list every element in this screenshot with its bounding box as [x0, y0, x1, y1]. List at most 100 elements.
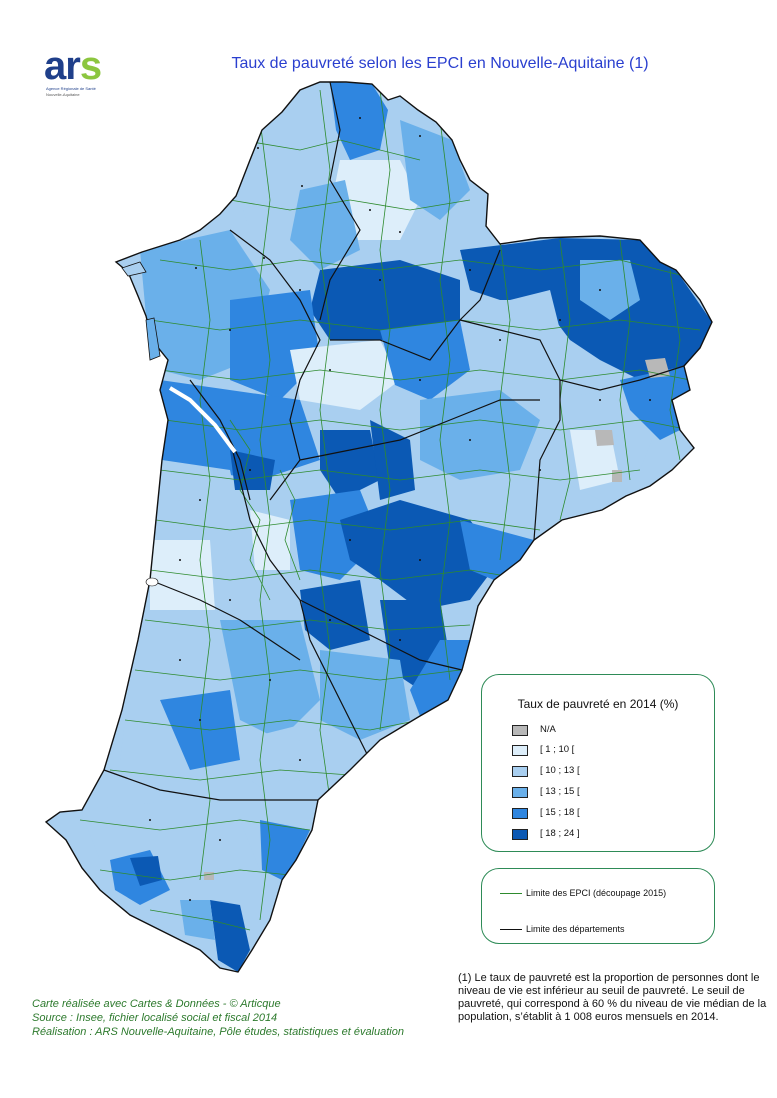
epci-centroid — [419, 379, 421, 381]
department-boundary — [299, 599, 463, 671]
department-boundary — [189, 379, 251, 501]
epci-centroid — [195, 267, 197, 269]
epci-centroid — [149, 819, 151, 821]
epci-centroid — [399, 231, 401, 233]
credits-author: Réalisation : ARS Nouvelle-Aquitaine, Pô… — [32, 1026, 404, 1038]
epci-boundary — [439, 119, 451, 681]
legend-label: [ 18 ; 24 ] — [540, 828, 580, 839]
epci-boundary — [619, 239, 631, 481]
epci-centroid — [649, 399, 651, 401]
epci-centroid — [199, 499, 201, 501]
map-title: Taux de pauvreté selon les EPCI en Nouve… — [231, 55, 649, 72]
legend-swatch — [512, 745, 528, 756]
logo-letters-ar: ar — [44, 44, 81, 88]
zone-dark-band-north — [310, 260, 460, 340]
epci-centroid — [559, 319, 561, 321]
epci-centroid — [599, 399, 601, 401]
department-boundary — [319, 82, 361, 321]
legend-swatch — [512, 787, 528, 798]
epci-boundary — [149, 569, 501, 581]
epci-centroid — [349, 539, 351, 541]
zone-northeast-dark — [460, 238, 712, 380]
zone-north-center — [290, 180, 360, 270]
zone-north-mid — [400, 120, 470, 220]
epci-centroid — [229, 329, 231, 331]
department-limit-label: Limite des départements — [526, 924, 625, 934]
legend-swatch — [512, 725, 528, 736]
logo-letter-s: s — [79, 44, 102, 88]
epci-centroid — [249, 469, 251, 471]
department-boundary — [299, 399, 540, 461]
epci-boundary — [164, 419, 691, 431]
zone-north-dark — [330, 82, 388, 160]
epci-boundary — [259, 119, 271, 921]
zone-central-dark-2 — [370, 420, 415, 500]
epci-boundary — [155, 519, 541, 531]
legend-panel: Taux de pauvreté en 2014 (%) N/A [ 1 ; 1… — [481, 674, 715, 852]
epci-boundaries — [79, 89, 701, 931]
zone-south-mid — [410, 640, 470, 716]
epci-boundary — [229, 199, 471, 211]
epci-boundary — [379, 89, 391, 731]
epci-boundary — [99, 869, 291, 881]
ars-logo: ars Agence Régionale de Santé Nouvelle-A… — [44, 44, 124, 100]
epci-centroid — [299, 289, 301, 291]
zone-pyrenees-dark — [210, 900, 250, 972]
epci-limit-line — [500, 893, 522, 894]
legend-swatch — [512, 829, 528, 840]
epci-centroid — [219, 839, 221, 841]
legend-label: [ 10 ; 13 [ — [540, 765, 580, 776]
zone-gironde-pale-2 — [250, 510, 290, 570]
department-boundary — [149, 579, 301, 661]
epci-centroid — [499, 339, 501, 341]
epci-boundary — [159, 369, 691, 381]
epci-centroid — [359, 117, 361, 119]
boundaries-legend-panel: Limite des EPCI (découpage 2015) Limite … — [481, 868, 715, 944]
epci-centroid — [301, 185, 303, 187]
epci-centroid — [469, 439, 471, 441]
epci-centroid — [419, 135, 421, 137]
epci-centroid — [189, 899, 191, 901]
department-boundary — [229, 229, 321, 501]
ile-d-oleron — [145, 317, 161, 361]
zone-northeast-pale — [580, 260, 640, 320]
zone-southeast-dark — [340, 500, 500, 610]
epci-centroid — [263, 257, 265, 259]
epci-centroid — [179, 559, 181, 561]
credits: Carte réalisée avec Cartes & Données - ©… — [32, 997, 462, 1039]
epci-boundary — [229, 419, 271, 601]
legend-title: Taux de pauvreté en 2014 (%) — [517, 697, 679, 711]
epci-limit-label: Limite des EPCI (découpage 2015) — [526, 888, 667, 898]
epci-boundary — [149, 319, 701, 331]
na-patch-2 — [595, 430, 614, 446]
legend-label: [ 1 ; 10 [ — [540, 744, 575, 755]
epci-boundary — [144, 619, 471, 631]
department-boundary — [330, 249, 501, 361]
zone-charente-pale — [290, 340, 400, 410]
epci-centroids — [149, 117, 651, 901]
department-boundary — [559, 365, 685, 391]
epci-centroid — [369, 209, 371, 211]
footnote: (1) Le taux de pauvreté est la proportio… — [458, 972, 767, 1023]
epci-centroid — [199, 719, 201, 721]
gironde-estuary — [168, 386, 237, 454]
epci-boundary — [319, 89, 331, 801]
zone-southeast-dark-2 — [300, 580, 370, 650]
epci-boundary — [149, 909, 251, 931]
epci-centroid — [469, 269, 471, 271]
department-limit-line — [500, 929, 522, 930]
epci-centroid — [419, 559, 421, 561]
epci-centroid — [599, 289, 601, 291]
epci-boundary — [279, 469, 301, 581]
na-patch-4 — [204, 872, 214, 880]
department-boundaries — [103, 82, 685, 801]
legend-swatch — [512, 808, 528, 819]
epci-boundary — [159, 259, 701, 281]
epci-centroid — [269, 679, 271, 681]
legend-label: [ 15 ; 18 [ — [540, 807, 580, 818]
epci-centroid — [539, 469, 541, 471]
epci-centroid — [329, 369, 331, 371]
epci-centroid — [399, 639, 401, 641]
zone-pyrenees-east — [260, 820, 310, 880]
na-patch-3 — [612, 470, 622, 482]
